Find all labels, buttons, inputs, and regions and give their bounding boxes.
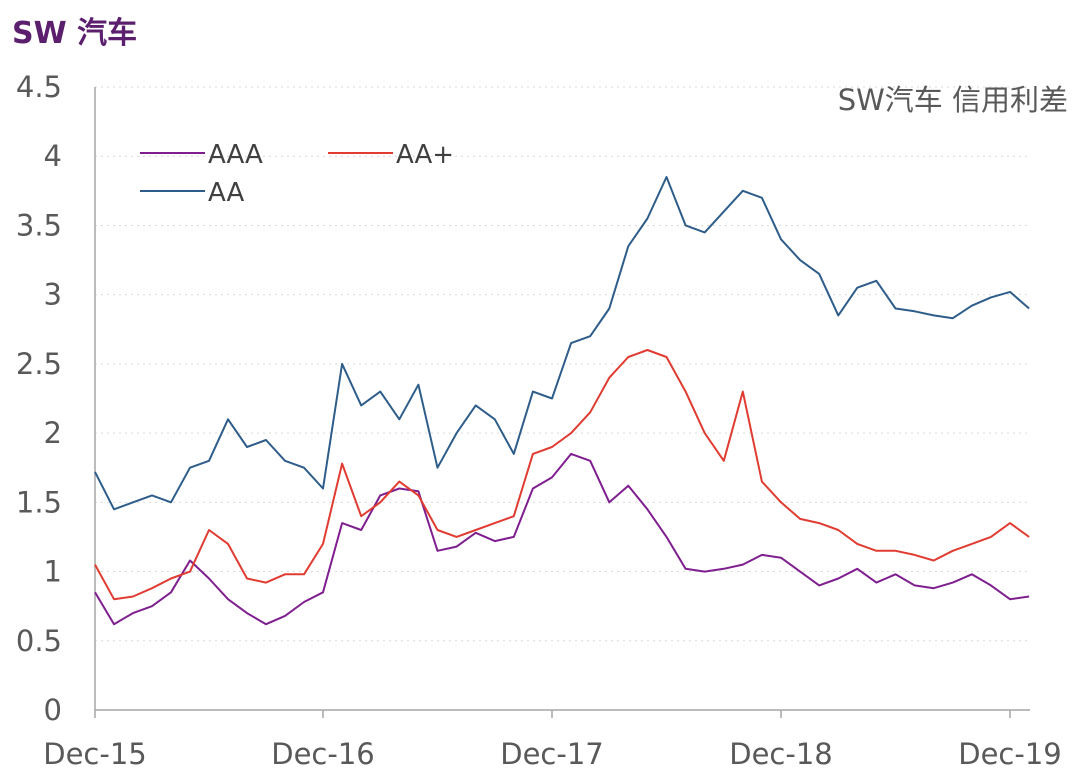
y-tick-label: 0.5	[16, 624, 62, 658]
series-line-aaa	[94, 452, 1030, 626]
x-tick-label: Dec-18	[729, 737, 832, 771]
y-tick-label: 3.5	[16, 208, 62, 242]
y-tick-label: 4.5	[16, 70, 62, 104]
x-tick-label: Dec-17	[500, 737, 603, 771]
legend-label: AA	[208, 178, 245, 208]
y-tick-label: 1	[44, 555, 62, 589]
legend-label: AAA	[208, 140, 263, 170]
series-line-aa	[94, 176, 1030, 511]
y-tick-label: 0	[44, 693, 62, 727]
legend: AAA AA+ AA	[140, 140, 454, 208]
y-tick-label: 1.5	[16, 485, 62, 519]
series-lines	[94, 176, 1030, 626]
x-tick-label: Dec-15	[43, 737, 146, 771]
x-tick-label: Dec-16	[271, 737, 374, 771]
series-line-aa-plus	[94, 349, 1030, 601]
x-tick-label: Dec-19	[958, 737, 1061, 771]
chart-annotation: SW汽车 信用利差	[838, 83, 1068, 117]
y-tick-label: 2.5	[16, 347, 62, 381]
axes: 0 0.5 1 1.5 2 2.5 3 3.5 4 4.5 Dec-15 Dec-16 Dec-17 De…	[16, 70, 1062, 771]
y-tick-label: 2	[44, 416, 62, 450]
legend-label: AA+	[396, 140, 454, 170]
y-tick-label: 3	[44, 278, 62, 312]
chart-title: SW 汽车	[12, 16, 138, 51]
y-tick-label: 4	[44, 139, 62, 173]
